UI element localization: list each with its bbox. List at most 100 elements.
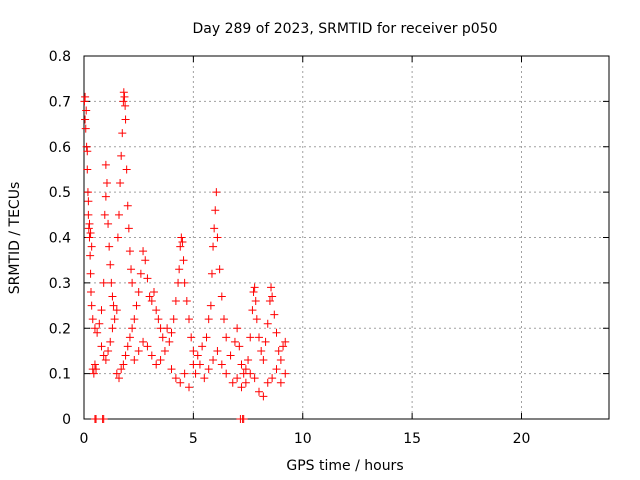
data-point xyxy=(246,333,255,342)
data-point xyxy=(115,210,123,219)
data-point xyxy=(180,278,189,287)
data-point xyxy=(237,383,246,392)
data-point xyxy=(185,315,193,324)
y-tick-label: 0.4 xyxy=(49,231,71,247)
data-point xyxy=(118,129,127,138)
y-tick-label: 0.3 xyxy=(49,276,71,292)
data-point xyxy=(123,342,132,351)
data-point xyxy=(176,378,185,387)
data-point xyxy=(249,287,258,296)
data-point xyxy=(97,342,106,351)
y-tick-label: 0.6 xyxy=(49,140,71,156)
y-tick-label: 0.2 xyxy=(49,321,71,337)
data-point xyxy=(82,106,91,115)
data-point xyxy=(215,265,224,274)
data-point xyxy=(127,265,136,274)
data-point xyxy=(272,365,281,374)
data-point xyxy=(263,319,272,328)
data-point xyxy=(99,351,108,360)
data-point xyxy=(191,369,200,378)
chart-title: Day 289 of 2023, SRMTID for receiver p05… xyxy=(192,21,497,37)
data-point xyxy=(84,197,93,206)
data-point xyxy=(251,297,260,306)
data-marks xyxy=(80,88,290,423)
data-point xyxy=(141,256,150,265)
data-point xyxy=(116,179,125,188)
data-point xyxy=(83,188,92,197)
x-tick-label: 15 xyxy=(403,431,421,447)
data-point xyxy=(121,115,130,124)
data-point xyxy=(119,97,128,106)
data-point xyxy=(213,346,222,355)
data-point xyxy=(104,346,113,355)
data-point xyxy=(167,328,176,337)
data-point xyxy=(152,306,161,315)
data-point xyxy=(257,346,266,355)
y-tick-label: 0.8 xyxy=(49,49,71,65)
data-point xyxy=(228,378,237,387)
data-point xyxy=(139,337,148,346)
data-point xyxy=(156,356,165,365)
data-point xyxy=(204,315,213,324)
data-point xyxy=(125,333,134,342)
x-tick-label: 20 xyxy=(513,431,531,447)
data-point xyxy=(279,342,288,351)
data-point xyxy=(102,179,111,188)
data-point xyxy=(147,351,156,360)
data-point xyxy=(128,324,137,333)
data-point xyxy=(83,165,92,174)
data-point xyxy=(255,387,263,396)
data-point xyxy=(171,297,180,306)
data-point xyxy=(233,374,242,383)
data-point xyxy=(143,274,152,283)
data-point xyxy=(198,342,207,351)
data-point xyxy=(185,383,193,392)
data-point xyxy=(120,92,129,101)
x-tick-label: 10 xyxy=(294,431,312,447)
data-point xyxy=(175,265,184,274)
data-point xyxy=(178,238,187,247)
data-point xyxy=(81,124,90,133)
data-point xyxy=(87,242,96,251)
data-point xyxy=(154,315,163,324)
data-point xyxy=(87,287,95,296)
axis-ticks: 0 0.1 0.2 0.3 0.4 0.5 0.6 0.7 0.8 0 5 10 15 20 xyxy=(49,49,609,447)
data-point xyxy=(108,324,117,333)
data-point xyxy=(207,269,216,278)
data-point xyxy=(150,287,158,296)
data-point xyxy=(85,219,94,228)
data-point xyxy=(104,219,113,228)
data-point xyxy=(107,278,116,287)
data-point xyxy=(259,392,268,401)
data-point xyxy=(259,356,268,365)
data-point xyxy=(121,351,130,360)
data-point xyxy=(270,310,279,319)
data-point xyxy=(124,224,133,233)
grid-lines xyxy=(84,56,609,419)
data-point xyxy=(180,369,189,378)
data-point xyxy=(106,260,115,269)
data-point xyxy=(195,360,204,369)
x-tick-label: 5 xyxy=(189,431,198,447)
data-point xyxy=(217,292,226,301)
data-point xyxy=(252,315,261,324)
data-point xyxy=(122,165,131,174)
data-point xyxy=(110,315,119,324)
data-point xyxy=(255,333,263,342)
data-point xyxy=(123,201,132,210)
data-point xyxy=(113,233,122,242)
data-point xyxy=(128,278,137,287)
data-point xyxy=(202,333,211,342)
data-point xyxy=(250,374,259,383)
data-point xyxy=(125,247,134,256)
data-point xyxy=(274,346,283,355)
data-point xyxy=(246,369,255,378)
data-point xyxy=(241,365,250,374)
data-point xyxy=(261,337,270,346)
data-point xyxy=(210,224,219,233)
data-point xyxy=(220,315,228,324)
data-point xyxy=(89,369,98,378)
data-point xyxy=(119,88,128,97)
data-point xyxy=(179,256,188,265)
data-point xyxy=(268,292,277,301)
